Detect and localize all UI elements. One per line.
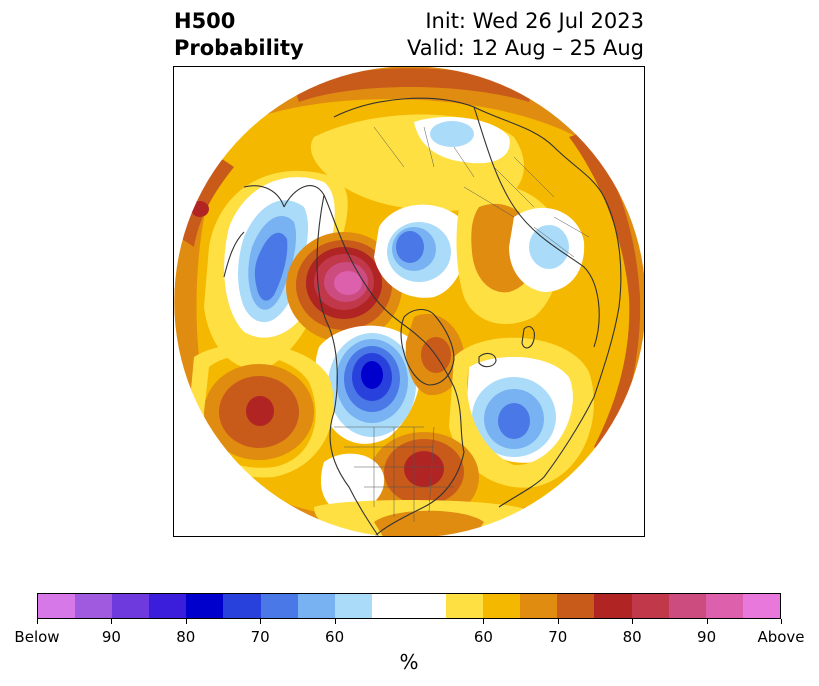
title-product: Probability: [174, 36, 304, 60]
colorbar-tick-label: 70: [548, 628, 568, 646]
colorbar-cell: [260, 594, 298, 618]
map-panel: [173, 66, 645, 537]
colorbar-cell: [223, 594, 261, 618]
colorbar-tick-label: 90: [697, 628, 717, 646]
colorbar-cell: [371, 594, 409, 618]
colorbar-tick: [706, 619, 708, 624]
atlantic-yellow: [449, 337, 594, 488]
coastlines: [223, 97, 622, 536]
siberia-blue3: [396, 231, 424, 263]
colorbar-cell: [75, 594, 113, 618]
coast-east-asia: [223, 185, 285, 278]
atlantic-blue3: [498, 403, 530, 439]
coast-iceland: [478, 352, 497, 368]
colorbar-tick: [37, 619, 38, 624]
colorbar-cell: [483, 594, 521, 618]
colorbar-tick-label: 80: [176, 628, 196, 646]
probability-field: [174, 67, 644, 536]
usa-red: [404, 451, 444, 487]
colorbar-tick-label: Above: [757, 628, 805, 646]
coast-eurasia: [333, 97, 622, 508]
colorbar-tick: [111, 619, 113, 624]
coast-north-america: [283, 185, 465, 536]
coast-greenland: [400, 308, 455, 386]
pacific-blue-core: [254, 232, 288, 301]
colorbar-cell: [520, 594, 558, 618]
east-orange-band: [569, 132, 641, 459]
colorbar-tick: [483, 619, 485, 624]
europe-blue: [529, 225, 569, 269]
colorbar-cell: [186, 594, 224, 618]
colorbar-tick-label: Below: [14, 628, 60, 646]
colorbar: [37, 593, 781, 619]
colorbar-cell: [38, 594, 76, 618]
bering-pink: [334, 271, 362, 295]
pacific-yellow: [204, 170, 348, 369]
colorbar-tick-label: 80: [622, 628, 642, 646]
colorbar-tick-label: 90: [101, 628, 121, 646]
pacific-high-yellow: [189, 343, 334, 478]
map-title: H500 Probability: [174, 8, 304, 62]
colorbar-cell: [149, 594, 187, 618]
colorbar-tick: [557, 619, 559, 624]
colorbar-cell: [668, 594, 706, 618]
colorbar-tick-label: 70: [250, 628, 270, 646]
colorbar-cell: [705, 594, 743, 618]
mexico-orange: [374, 510, 484, 536]
colorbar-tick: [334, 619, 336, 624]
colorbar-tick-label: 60: [325, 628, 345, 646]
borders: [334, 126, 590, 522]
west-red-spot: [191, 201, 209, 217]
north-rim-arc: [294, 68, 534, 102]
colorbar-unit: %: [399, 650, 419, 674]
probability-map: [174, 67, 644, 536]
colorbar-tick: [185, 619, 187, 624]
colorbar-tick: [632, 619, 634, 624]
canada-blue5: [361, 361, 383, 389]
colorbar-cell: [297, 594, 335, 618]
colorbar-cell: [594, 594, 632, 618]
arctic-blue: [430, 121, 474, 147]
colorbar-tick: [260, 619, 262, 624]
colorbar-tick-label: 60: [473, 628, 493, 646]
colorbar-cell: [408, 594, 447, 618]
coast-uk: [521, 326, 535, 349]
pacific-high-red: [246, 396, 274, 426]
border-lines: [334, 126, 590, 522]
title-variable: H500: [174, 9, 236, 33]
map-dates: Init: Wed 26 Jul 2023 Valid: 12 Aug – 25…: [407, 8, 644, 62]
colorbar-cell: [631, 594, 669, 618]
sw-us-white: [320, 453, 385, 512]
init-date: Init: Wed 26 Jul 2023: [425, 9, 644, 33]
colorbar-cell: [446, 594, 484, 618]
colorbar-cell: [557, 594, 595, 618]
colorbar-cell: [112, 594, 150, 618]
colorbar-tick: [781, 619, 782, 624]
valid-range: Valid: 12 Aug – 25 Aug: [406, 36, 644, 60]
colorbar-cell: [334, 594, 372, 618]
west-rim: [179, 157, 234, 247]
colorbar-cell: [742, 594, 780, 618]
